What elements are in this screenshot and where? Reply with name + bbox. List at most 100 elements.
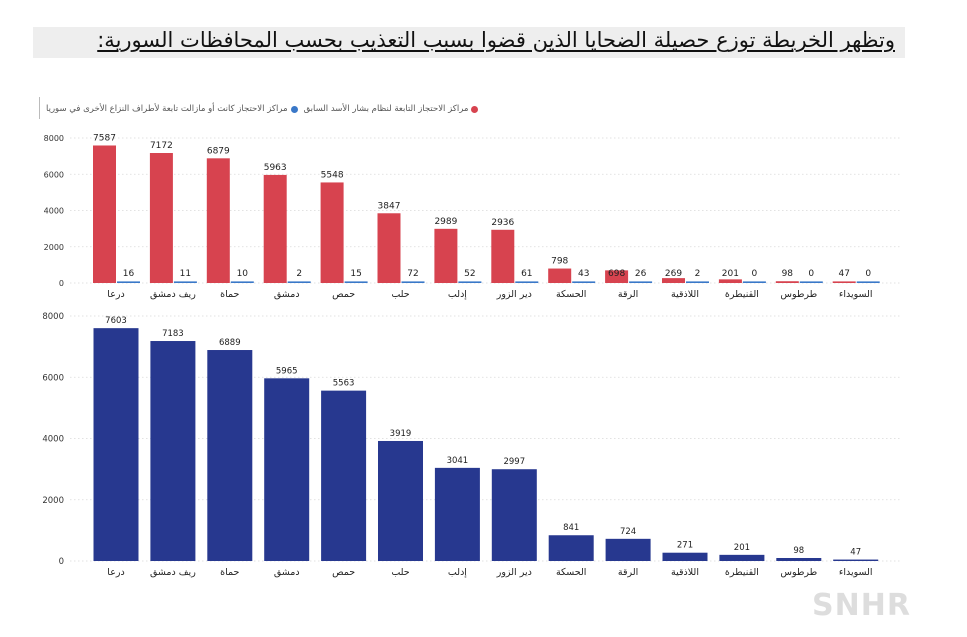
bar-total xyxy=(548,535,594,561)
data-label-other: 52 xyxy=(464,269,475,279)
data-label-other: 26 xyxy=(635,269,647,279)
bar-regime xyxy=(718,279,742,283)
bar-regime xyxy=(491,229,515,283)
bar-other xyxy=(629,281,653,283)
bar-total xyxy=(150,341,196,561)
bar-regime xyxy=(263,174,287,283)
bar-total xyxy=(776,557,822,561)
bar-regime xyxy=(605,270,629,283)
x-category-label: الحسكة xyxy=(556,567,586,578)
bar-other xyxy=(572,281,596,283)
data-label-regime: 5548 xyxy=(321,170,344,180)
data-label-other: 11 xyxy=(180,269,191,279)
data-label-regime: 2936 xyxy=(491,218,514,228)
bar-regime xyxy=(149,153,173,283)
legend-label-other: مراكز الاحتجاز كانت أو مازالت تابعة لأطر… xyxy=(46,104,288,114)
bar-other xyxy=(515,281,539,283)
data-label-total: 7183 xyxy=(162,329,184,339)
data-label-total: 841 xyxy=(563,523,579,533)
data-label-other: 43 xyxy=(578,269,589,279)
x-category-label: حماة xyxy=(220,567,239,578)
data-label-regime: 2989 xyxy=(434,217,457,227)
data-label-total: 5563 xyxy=(333,379,355,389)
data-label-regime: 7587 xyxy=(93,133,116,143)
x-category-label: القنيطرة xyxy=(725,567,759,578)
y-tick-label: 0 xyxy=(59,279,64,288)
data-label-regime: 6879 xyxy=(207,146,230,156)
y-tick-label: 2000 xyxy=(44,243,64,252)
bar-regime xyxy=(377,213,401,283)
data-label-other: 10 xyxy=(237,269,249,279)
bar-regime xyxy=(662,278,685,283)
data-label-other: 0 xyxy=(808,269,814,279)
x-category-label: درعا xyxy=(107,289,124,300)
data-label-regime: 5963 xyxy=(264,163,287,173)
x-category-label: دمشق xyxy=(274,567,300,578)
x-category-label: حلب xyxy=(391,289,409,300)
y-tick-label: 4000 xyxy=(42,435,64,445)
x-category-label: اللاذقية xyxy=(671,289,699,300)
data-label-total: 6889 xyxy=(219,338,241,348)
data-label-regime: 47 xyxy=(838,269,849,279)
data-label-other: 0 xyxy=(752,269,758,279)
data-label-regime: 98 xyxy=(782,269,794,279)
legend-item-regime[interactable]: مراكز الاحتجاز التابعة لنظام بشار الأسد … xyxy=(304,104,479,114)
y-tick-label: 0 xyxy=(59,557,64,567)
data-label-other: 2 xyxy=(296,269,302,279)
x-category-label: السويداء xyxy=(839,289,873,300)
x-category-label: السويداء xyxy=(839,567,873,578)
bar-total xyxy=(605,538,651,561)
x-category-label: درعا xyxy=(107,567,124,578)
y-tick-label: 8000 xyxy=(44,134,64,143)
bar-total xyxy=(264,378,310,561)
x-category-label: الرقة xyxy=(618,289,638,300)
x-category-label: ريف دمشق xyxy=(150,567,196,578)
x-category-label: حلب xyxy=(391,567,409,578)
y-tick-label: 4000 xyxy=(44,207,64,216)
bar-other xyxy=(856,281,880,283)
x-category-label: الرقة xyxy=(618,567,638,578)
data-label-total: 3041 xyxy=(447,456,469,466)
bar-regime xyxy=(93,145,116,283)
x-category-label: حمص xyxy=(332,289,355,300)
x-category-label: ريف دمشق xyxy=(150,289,196,300)
bar-other xyxy=(742,281,766,283)
data-label-regime: 7172 xyxy=(150,141,173,151)
data-label-other: 15 xyxy=(350,269,361,279)
bar-regime xyxy=(320,182,344,283)
legend-item-other[interactable]: مراكز الاحتجاز كانت أو مازالت تابعة لأطر… xyxy=(46,104,298,114)
data-label-other: 61 xyxy=(521,269,532,279)
legend-dot-regime xyxy=(471,105,479,113)
bar-total xyxy=(662,552,708,561)
bar-regime xyxy=(775,281,799,283)
legend-label-regime: مراكز الاحتجاز التابعة لنظام بشار الأسد … xyxy=(303,104,469,114)
x-category-label: إدلب xyxy=(448,567,467,578)
data-label-regime: 698 xyxy=(608,269,625,279)
x-category-label: دير الزور xyxy=(496,289,532,300)
data-label-total: 2997 xyxy=(503,457,525,467)
chart-legend: مراكز الاحتجاز التابعة لنظام بشار الأسد … xyxy=(46,104,479,114)
data-label-total: 201 xyxy=(734,543,750,553)
x-category-label: حمص xyxy=(332,567,355,578)
legend-divider xyxy=(39,97,40,119)
x-category-label: حماة xyxy=(220,289,239,300)
page-title: وتظهر الخريطة توزع حصيلة الضحايا الذين ق… xyxy=(97,28,895,52)
bar-other xyxy=(117,281,140,283)
bar-other xyxy=(230,281,254,283)
data-label-regime: 798 xyxy=(551,257,568,267)
y-tick-label: 2000 xyxy=(42,496,64,506)
bar-total xyxy=(207,350,253,561)
x-category-label: طرطوس xyxy=(780,289,817,300)
bar-total xyxy=(491,469,537,561)
data-label-other: 2 xyxy=(695,269,701,279)
bar-total xyxy=(93,328,139,561)
data-label-total: 7603 xyxy=(105,316,127,326)
data-label-total: 724 xyxy=(620,527,636,537)
legend-dot-other xyxy=(290,105,298,113)
data-label-total: 47 xyxy=(850,548,861,558)
bar-other xyxy=(401,281,425,283)
bar-other xyxy=(173,281,197,283)
bar-regime xyxy=(548,268,572,283)
title-bar: وتظهر الخريطة توزع حصيلة الضحايا الذين ق… xyxy=(33,27,905,58)
